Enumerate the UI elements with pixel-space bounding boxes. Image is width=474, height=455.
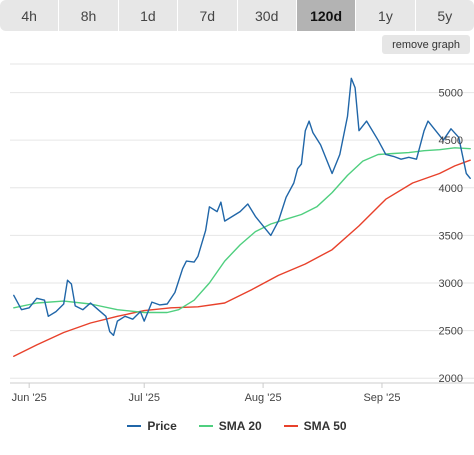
tab-1y[interactable]: 1y [356, 0, 416, 31]
x-axis: Jun '25 Jul '25 Aug '25 Sep '25 [12, 392, 401, 404]
y-tick-label-3000: 3000 [439, 278, 463, 290]
y-tick-label-4500: 4500 [439, 135, 463, 147]
tab-7d[interactable]: 7d [178, 0, 238, 31]
tab-30d[interactable]: 30d [237, 0, 297, 31]
y-tick-label-4000: 4000 [439, 183, 463, 195]
x-tick-label-0: Jun '25 [12, 392, 47, 404]
x-tick-label-3: Sep '25 [363, 392, 400, 404]
legend-swatch-price [127, 425, 142, 427]
series-lines [13, 77, 471, 357]
timeframe-tabs: 4h 8h 1d 7d 30d 120d 1y 5y [0, 0, 474, 31]
tab-1d[interactable]: 1d [118, 0, 179, 31]
legend-label-sma20: SMA 20 [218, 419, 262, 433]
series-line-sma50 [13, 159, 471, 357]
y-tick-label-2000: 2000 [439, 373, 463, 385]
series-line-price [13, 77, 471, 337]
y-tick-label-2500: 2500 [439, 326, 463, 338]
legend-label-sma50: SMA 50 [303, 419, 347, 433]
grid [10, 63, 474, 388]
legend-swatch-sma20 [198, 425, 213, 427]
tab-8h[interactable]: 8h [59, 0, 119, 31]
series-line-sma20 [13, 147, 471, 314]
remove-graph-button[interactable]: remove graph [382, 35, 470, 54]
price-chart: 2000 2500 3000 3500 4000 4500 5000 Jun '25 Jul … [10, 63, 474, 404]
legend-item-price[interactable]: Price [127, 419, 177, 433]
y-tick-label-3500: 3500 [439, 230, 463, 242]
legend-item-sma20[interactable]: SMA 20 [198, 419, 262, 433]
legend-item-sma50[interactable]: SMA 50 [283, 419, 347, 433]
chart-legend: Price SMA 20 SMA 50 [0, 419, 474, 433]
tab-120d[interactable]: 120d [296, 0, 357, 31]
tab-4h[interactable]: 4h [0, 0, 60, 31]
tab-5y[interactable]: 5y [415, 0, 474, 31]
y-tick-label-5000: 5000 [439, 88, 463, 100]
x-tick-label-2: Aug '25 [245, 392, 282, 404]
legend-label-price: Price [147, 419, 177, 433]
legend-swatch-sma50 [283, 425, 298, 427]
x-tick-label-1: Jul '25 [128, 392, 159, 404]
y-axis: 2000 2500 3000 3500 4000 4500 5000 [439, 88, 463, 386]
